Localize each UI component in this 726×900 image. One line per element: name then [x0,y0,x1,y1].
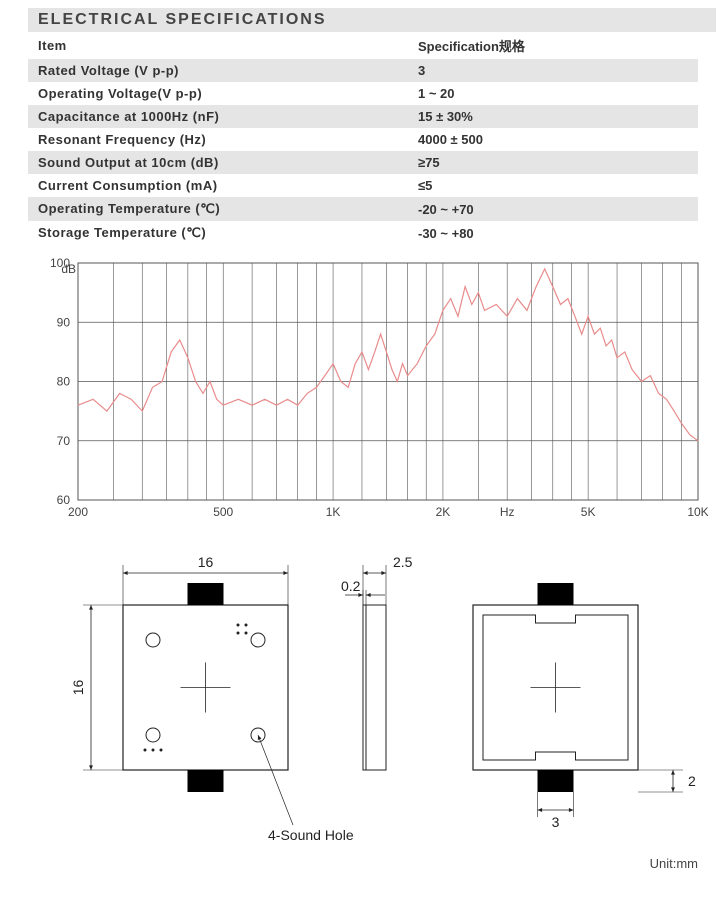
table-row: Current Consumption (mA)≤5 [28,174,698,197]
table-header-row: Item Specification规格 [28,32,698,59]
svg-text:0.2: 0.2 [341,578,361,594]
spec-value: 3 [408,59,698,82]
svg-text:4-Sound Hole: 4-Sound Hole [268,827,354,843]
svg-text:16: 16 [198,554,214,570]
svg-text:1K: 1K [326,505,341,519]
svg-text:2: 2 [688,773,696,789]
svg-text:16: 16 [70,680,86,696]
spec-item: Capacitance at 1000Hz (nF) [28,105,408,128]
svg-text:80: 80 [57,375,71,389]
svg-text:500: 500 [213,505,233,519]
unit-label: Unit:mm [650,856,698,871]
table-row: Operating Temperature (℃)-20 ~ +70 [28,197,698,221]
section-title: ELECTRICAL SPECIFICATIONS [28,8,716,32]
svg-text:10K: 10K [687,505,708,519]
svg-text:2K: 2K [436,505,451,519]
table-row: Resonant Frequency (Hz)4000 ± 500 [28,128,698,151]
spec-item: Current Consumption (mA) [28,174,408,197]
table-row: Operating Voltage(V p-p)1 ~ 20 [28,82,698,105]
frequency-response-chart: 607080901002005001K2KHz5K10KdB [28,255,708,525]
spec-value: -20 ~ +70 [408,197,698,221]
header-item: Item [28,32,408,59]
table-row: Sound Output at 10cm (dB)≥75 [28,151,698,174]
spec-item: Rated Voltage (V p-p) [28,59,408,82]
svg-text:5K: 5K [581,505,596,519]
svg-text:90: 90 [57,315,71,329]
spec-value: ≤5 [408,174,698,197]
svg-text:70: 70 [57,434,71,448]
spec-item: Resonant Frequency (Hz) [28,128,408,151]
spec-value: -30 ~ +80 [408,221,698,245]
spec-item: Storage Temperature (℃) [28,221,408,245]
svg-text:200: 200 [68,505,88,519]
spec-table: Item Specification规格 Rated Voltage (V p-… [28,32,698,245]
svg-text:dB: dB [61,262,76,276]
table-row: Storage Temperature (℃)-30 ~ +80 [28,221,698,245]
table-row: Capacitance at 1000Hz (nF)15 ± 30% [28,105,698,128]
spec-value: ≥75 [408,151,698,174]
spec-value: 1 ~ 20 [408,82,698,105]
svg-text:3: 3 [552,814,560,830]
spec-item: Operating Voltage(V p-p) [28,82,408,105]
svg-text:2.5: 2.5 [393,554,413,570]
spec-value: 15 ± 30% [408,105,698,128]
mechanical-drawing: 16 16 4-Sound Hole 2.5 0.2 3 2 Unit:mm [28,535,708,875]
spec-item: Operating Temperature (℃) [28,197,408,221]
svg-text:Hz: Hz [500,505,515,519]
spec-value: 4000 ± 500 [408,128,698,151]
header-spec: Specification规格 [408,32,698,59]
spec-item: Sound Output at 10cm (dB) [28,151,408,174]
table-row: Rated Voltage (V p-p)3 [28,59,698,82]
